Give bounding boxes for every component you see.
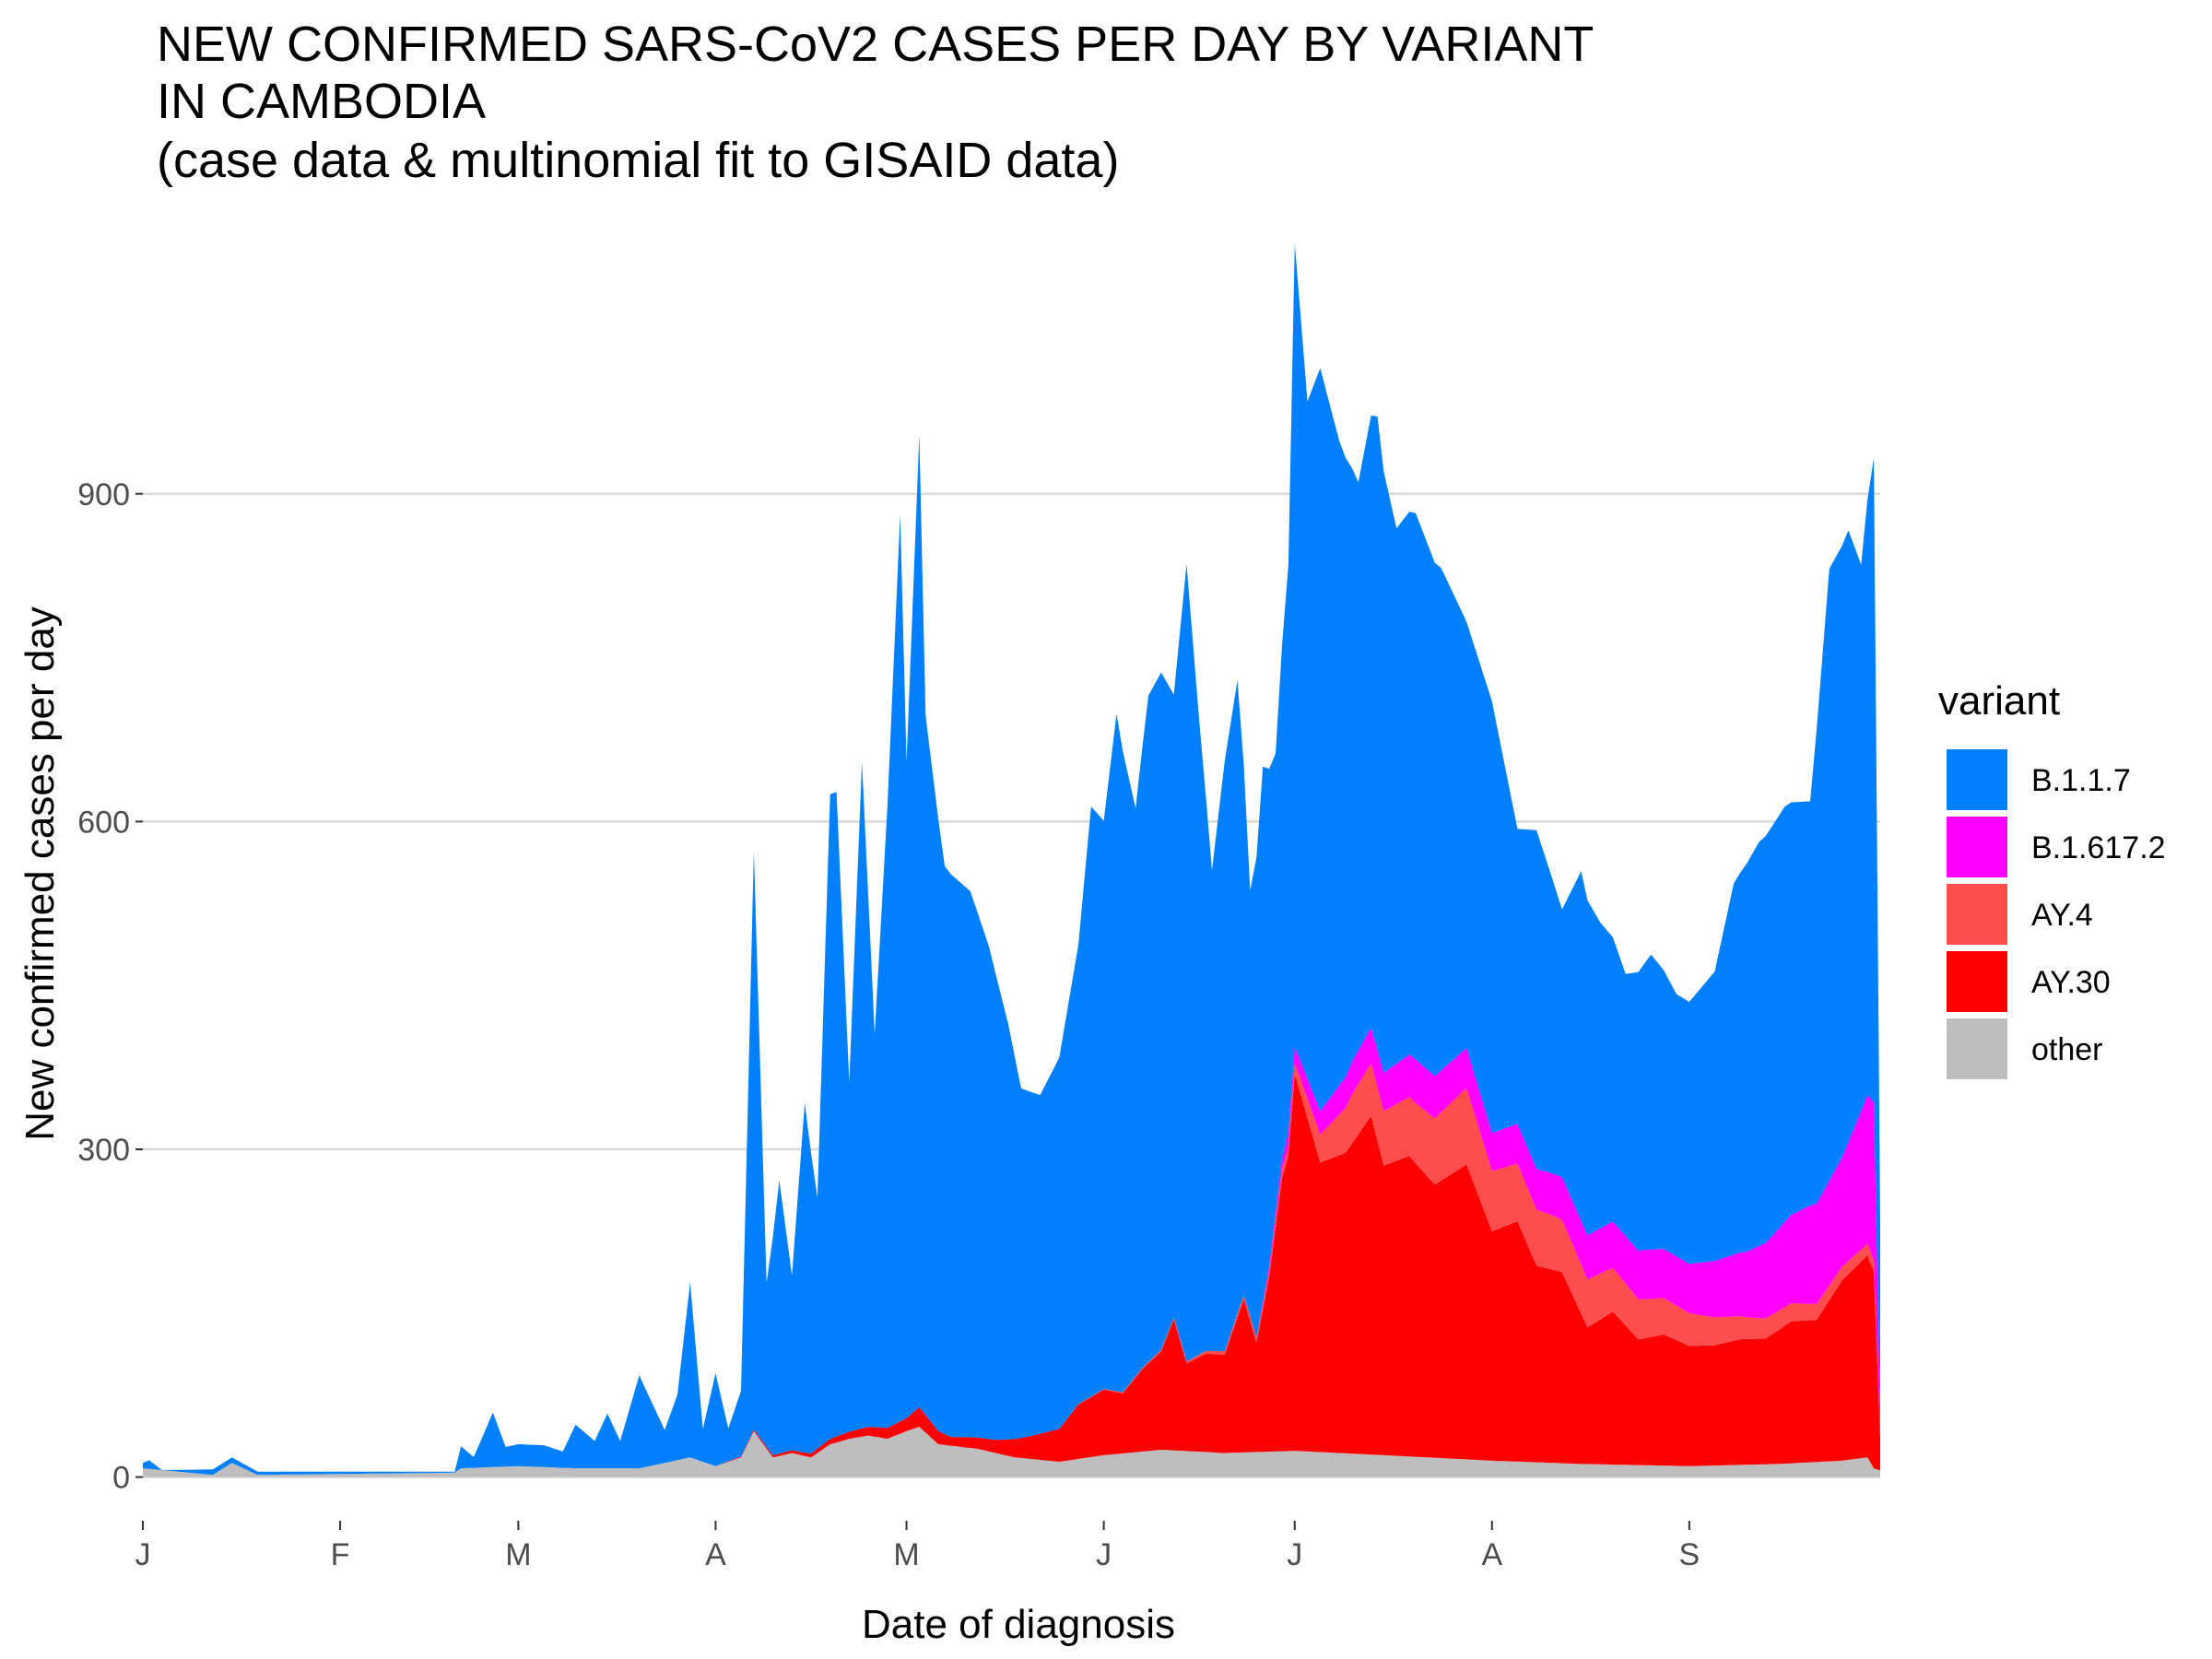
area-series-b-1-1-7 (143, 243, 1880, 1476)
chart-title-line-1: NEW CONFIRMED SARS-CoV2 CASES PER DAY BY… (157, 17, 1594, 72)
chart-title-line-2: IN CAMBODIA (157, 74, 486, 129)
area-series (143, 243, 1880, 1477)
x-tick-label-4: M (893, 1537, 919, 1572)
y-tick-label-300: 300 (77, 1133, 130, 1168)
legend-label-ay-4: AY.4 (2031, 898, 2093, 933)
x-tick-label-5: J (1096, 1537, 1112, 1572)
chart-title-line-3: (case data & multinomial fit to GISAID d… (157, 133, 1119, 188)
x-tick-label-6: J (1287, 1537, 1302, 1572)
x-tick-label-0: J (135, 1537, 151, 1572)
x-tick-label-8: S (1679, 1537, 1700, 1572)
area-series-ay-30 (143, 1074, 1880, 1476)
x-tick-label-3: A (705, 1537, 726, 1572)
y-tick-label-0: 0 (112, 1461, 130, 1496)
x-axis-title: Date of diagnosis (862, 1602, 1175, 1647)
x-tick-label-7: A (1481, 1537, 1502, 1572)
legend-title: variant (1938, 678, 2060, 724)
legend-key-other (1947, 1018, 2007, 1079)
legend-key-b-1-617-2 (1947, 817, 2007, 877)
y-tick-label-900: 900 (77, 477, 130, 512)
x-tick-label-1: F (331, 1537, 350, 1572)
x-tick-label-2: M (505, 1537, 531, 1572)
legend-key-ay-30 (1947, 951, 2007, 1012)
legend-label-ay-30: AY.30 (2031, 965, 2111, 1000)
legend-label-b-1-1-7: B.1.1.7 (2031, 763, 2131, 798)
area-series-other (143, 1427, 1880, 1477)
legend-key-b-1-1-7 (1947, 749, 2007, 810)
legend-label-b-1-617-2: B.1.617.2 (2031, 830, 2166, 865)
legend: variant B.1.1.7 B.1.617.2 AY.4 AY.30 other (1938, 678, 2166, 1079)
area-series-ay-4 (143, 1063, 1880, 1476)
legend-label-other: other (2031, 1032, 2103, 1067)
y-axis: 0 300 600 900 (77, 477, 143, 1496)
y-tick-label-600: 600 (77, 805, 130, 840)
y-axis-title: New confirmed cases per day (18, 606, 63, 1141)
legend-key-ay-4 (1947, 884, 2007, 945)
chart-title: NEW CONFIRMED SARS-CoV2 CASES PER DAY BY… (157, 17, 1594, 188)
